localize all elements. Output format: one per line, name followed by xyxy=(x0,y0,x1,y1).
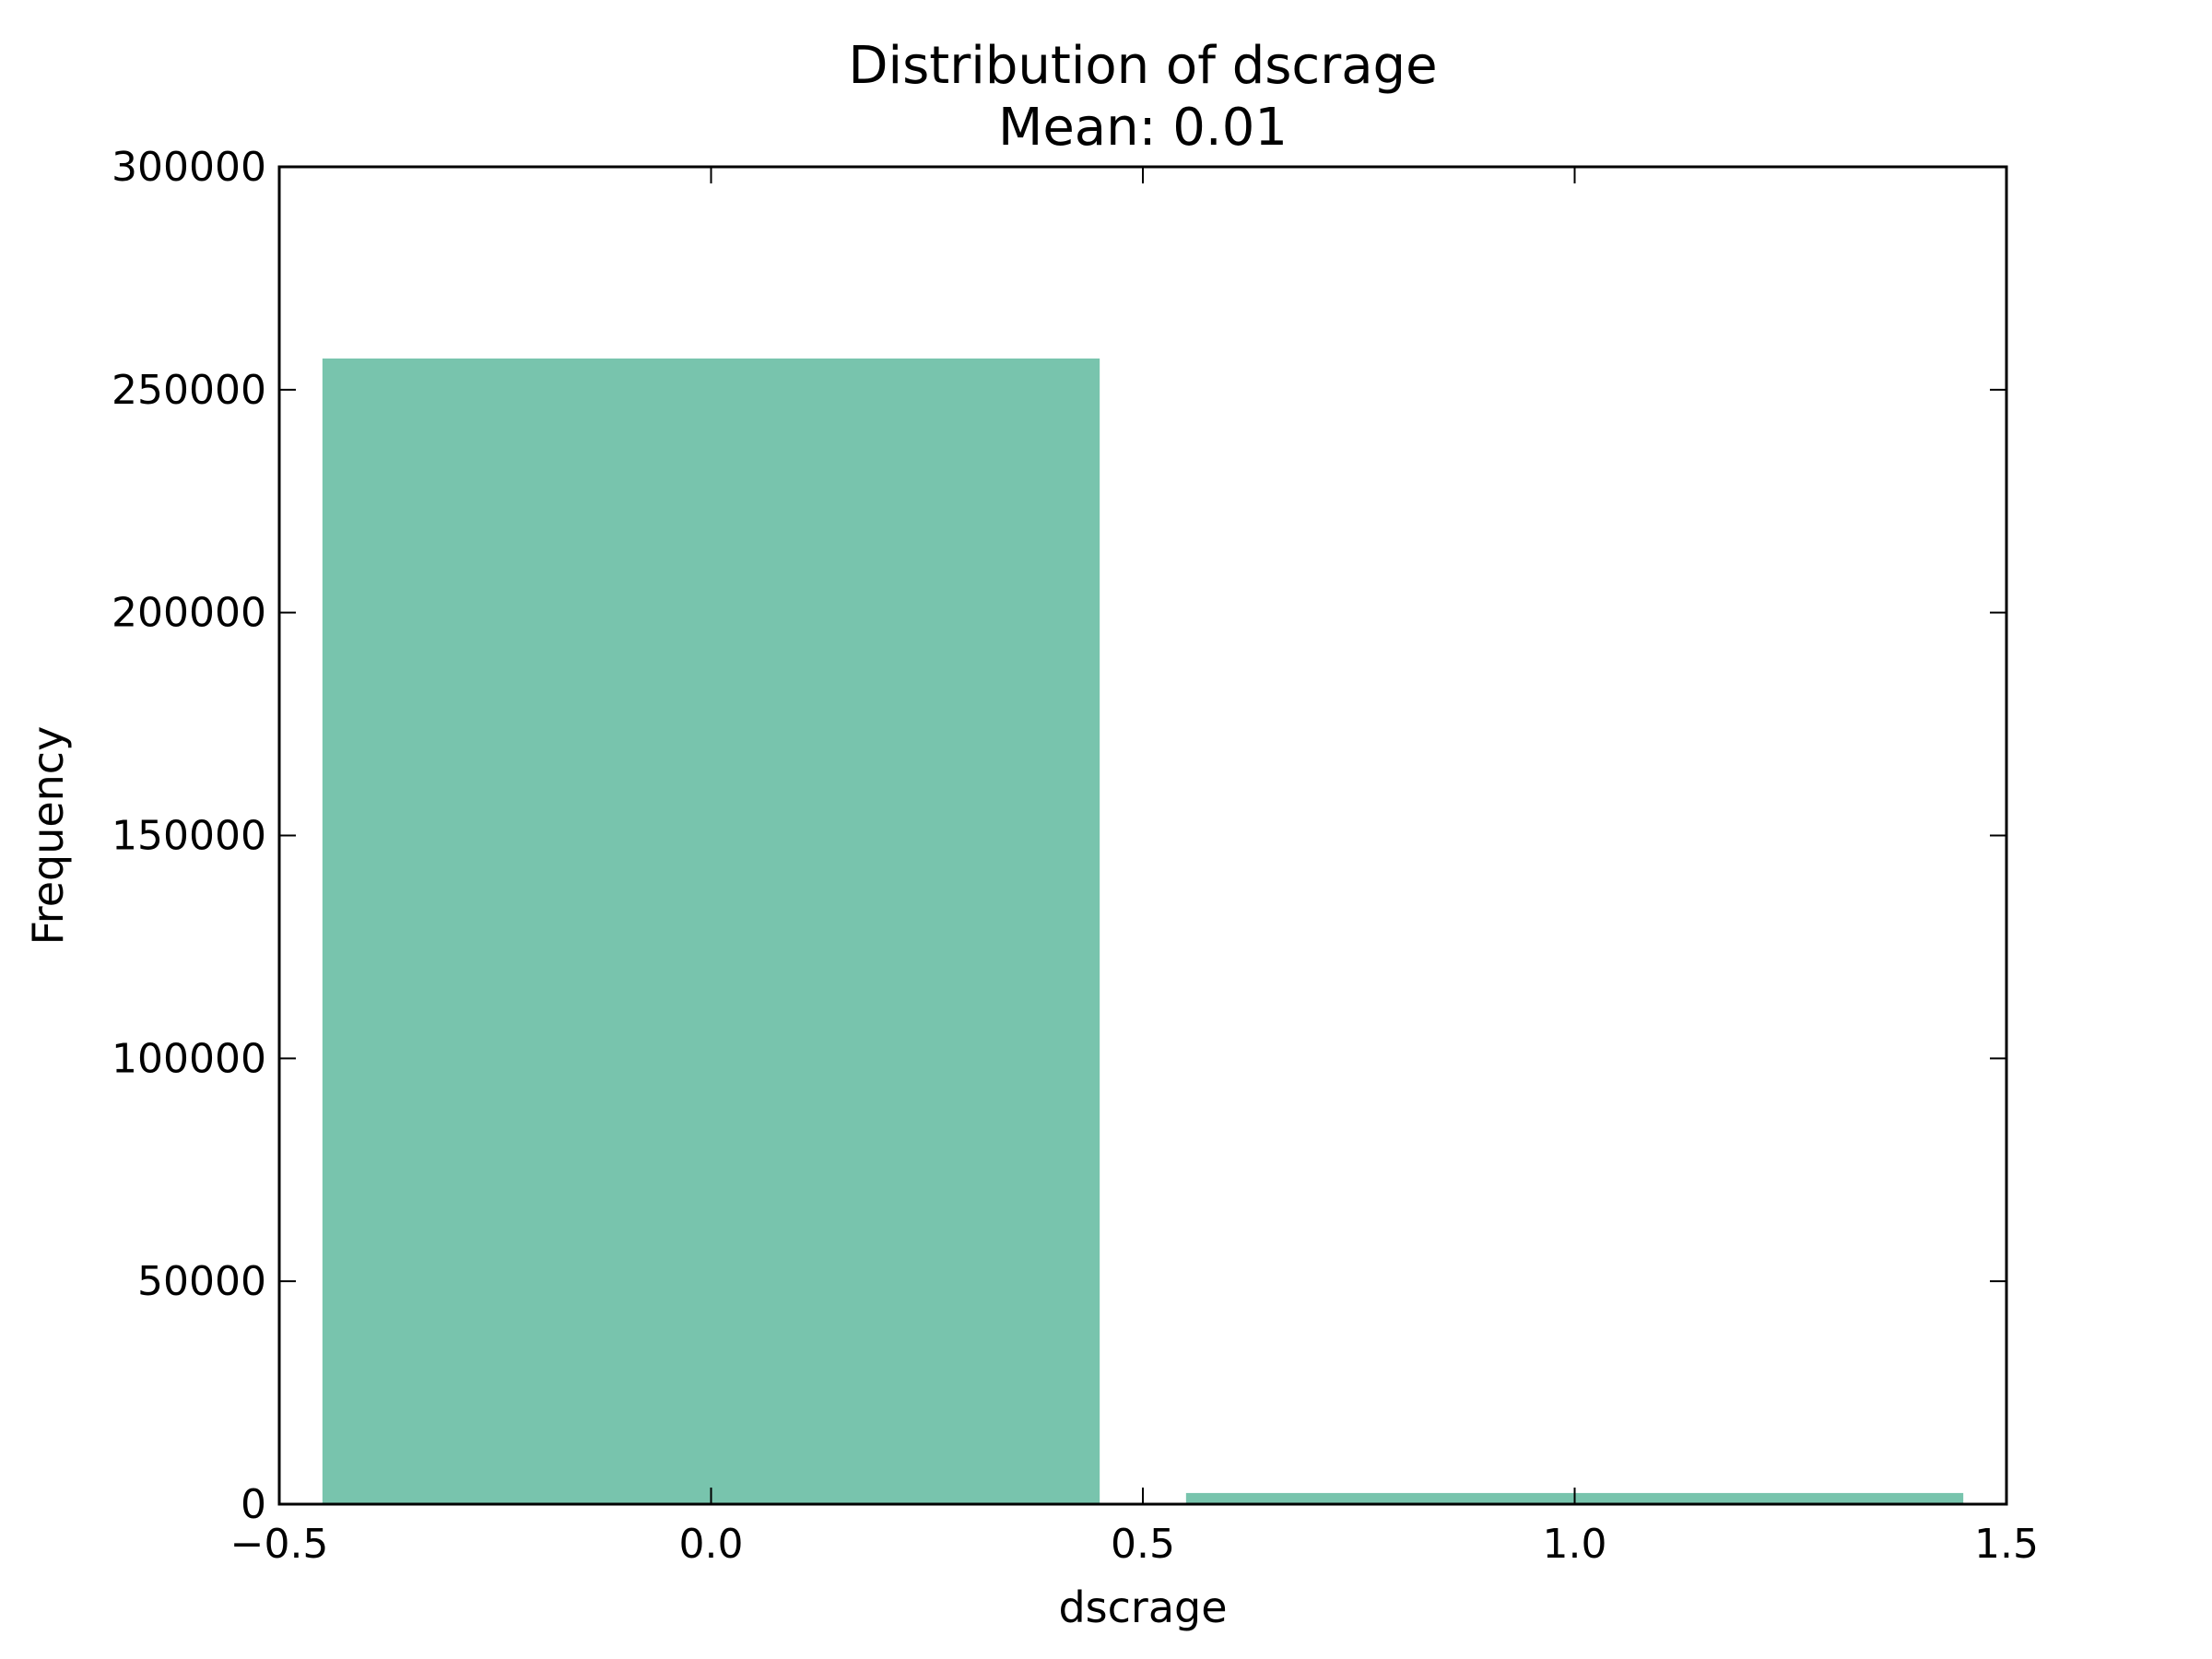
y-tick-label: 150000 xyxy=(112,813,266,860)
y-tick-label: 100000 xyxy=(112,1035,266,1082)
y-tick-label: 0 xyxy=(241,1481,266,1528)
bars-layer xyxy=(322,358,1964,1504)
chart-subtitle: Mean: 0.01 xyxy=(998,98,1288,158)
y-tick-label: 200000 xyxy=(112,590,266,637)
x-axis-label: dscrage xyxy=(1058,1583,1227,1632)
y-tick-label: 300000 xyxy=(112,144,266,191)
y-tick-label: 50000 xyxy=(137,1258,266,1305)
bar-0 xyxy=(322,358,1100,1504)
tick-labels-layer: −0.5 0.0 0.5 1.0 1.5 0 50000 100000 150000 200000… xyxy=(112,144,2039,1568)
x-tick-label: 1.0 xyxy=(1543,1521,1607,1568)
x-tick-label: 1.5 xyxy=(1974,1521,2039,1568)
y-tick-label: 250000 xyxy=(112,367,266,414)
x-tick-label: 0.5 xyxy=(1111,1521,1175,1568)
x-tick-label: 0.0 xyxy=(679,1521,744,1568)
plot-frame xyxy=(277,165,2008,1506)
x-tick-label: −0.5 xyxy=(230,1521,329,1568)
chart-title: Distribution of dscrage xyxy=(848,36,1437,96)
y-axis-label: Frequency xyxy=(23,726,73,946)
